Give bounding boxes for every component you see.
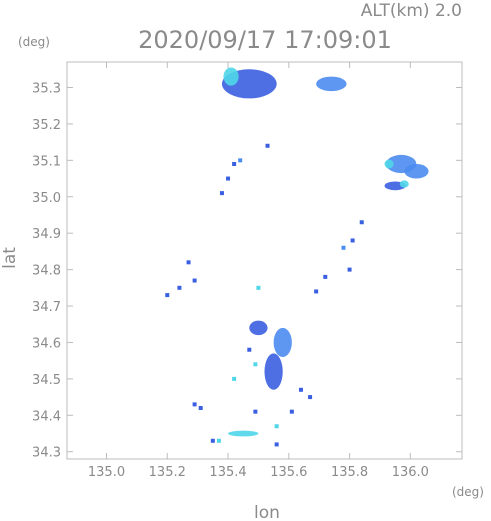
echo-point (341, 245, 346, 250)
echo-point (165, 293, 170, 298)
radar-echoes (165, 67, 429, 447)
y-tick-label: 35.1 (32, 154, 61, 169)
x-axis-label: lon (254, 503, 280, 521)
echo-cluster-central-echo-2 (273, 327, 292, 358)
echo-cluster-south-echo (228, 430, 259, 437)
y-axis-ticks: 34.3 34.4 34.5 34.6 34.7 34.8 34.9 35.0 35.1 35.2… (32, 81, 462, 461)
echo-point (198, 406, 203, 411)
y-tick-label: 34.5 (32, 373, 61, 388)
echo-point (186, 260, 191, 265)
y-unit-label: (deg) (18, 35, 50, 49)
echo-point (347, 267, 352, 272)
y-tick-label: 34.6 (32, 336, 61, 351)
y-tick-label: 34.9 (32, 227, 61, 242)
y-axis-label: lat (0, 247, 20, 269)
echo-cluster-east-echo-3-core (399, 180, 409, 188)
y-tick-label: 35.0 (32, 191, 61, 206)
x-tick-label: 135.0 (88, 465, 125, 480)
echo-point (253, 362, 258, 367)
y-tick-label: 34.7 (32, 300, 61, 315)
echo-point (219, 191, 224, 196)
echo-point (265, 143, 270, 148)
echo-point (247, 347, 252, 352)
echo-cluster-central-echo (264, 353, 283, 390)
echo-cluster-central-echo-3 (249, 320, 268, 336)
echo-point (210, 438, 215, 443)
echo-cluster-north-east-echo (316, 76, 347, 92)
echo-point (216, 438, 221, 443)
echo-point (274, 424, 279, 429)
y-tick-label: 34.8 (32, 264, 61, 279)
echo-point (314, 289, 319, 294)
x-axis-ticks: 135.0 135.2 135.4 135.6 135.8 136.0 (88, 62, 429, 480)
plot-frame (66, 61, 463, 460)
echo-point (192, 278, 197, 283)
x-tick-label: 135.8 (331, 465, 368, 480)
echo-point (177, 285, 182, 290)
x-tick-label: 135.4 (209, 465, 246, 480)
y-tick-label: 34.4 (32, 409, 61, 424)
echo-point (238, 158, 243, 163)
x-tick-label: 135.6 (270, 465, 307, 480)
echo-cluster-north-echo-edge (223, 67, 239, 86)
x-tick-label: 136.0 (392, 465, 429, 480)
echo-point (274, 442, 279, 447)
echo-point (232, 161, 237, 166)
echo-cluster-east-echo-1-core (384, 159, 394, 169)
echo-point (298, 387, 303, 392)
y-tick-label: 34.3 (32, 446, 61, 461)
chart-title: 2020/09/17 17:09:01 (138, 26, 392, 54)
y-tick-label: 35.3 (32, 81, 61, 96)
echo-point (226, 176, 231, 181)
echo-point (253, 409, 258, 414)
echo-point (192, 402, 197, 407)
altitude-header: ALT(km) 2.0 (361, 1, 462, 21)
echo-point (289, 409, 294, 414)
x-tick-label: 135.2 (149, 465, 186, 480)
echo-point (256, 285, 261, 290)
echo-point (308, 395, 313, 400)
echo-cluster-east-echo-2 (404, 163, 429, 179)
x-unit-label: (deg) (452, 485, 484, 499)
echo-point (359, 220, 364, 225)
echo-point (350, 238, 355, 243)
echo-point (232, 376, 237, 381)
echo-point (323, 274, 328, 279)
y-tick-label: 35.2 (32, 118, 61, 133)
